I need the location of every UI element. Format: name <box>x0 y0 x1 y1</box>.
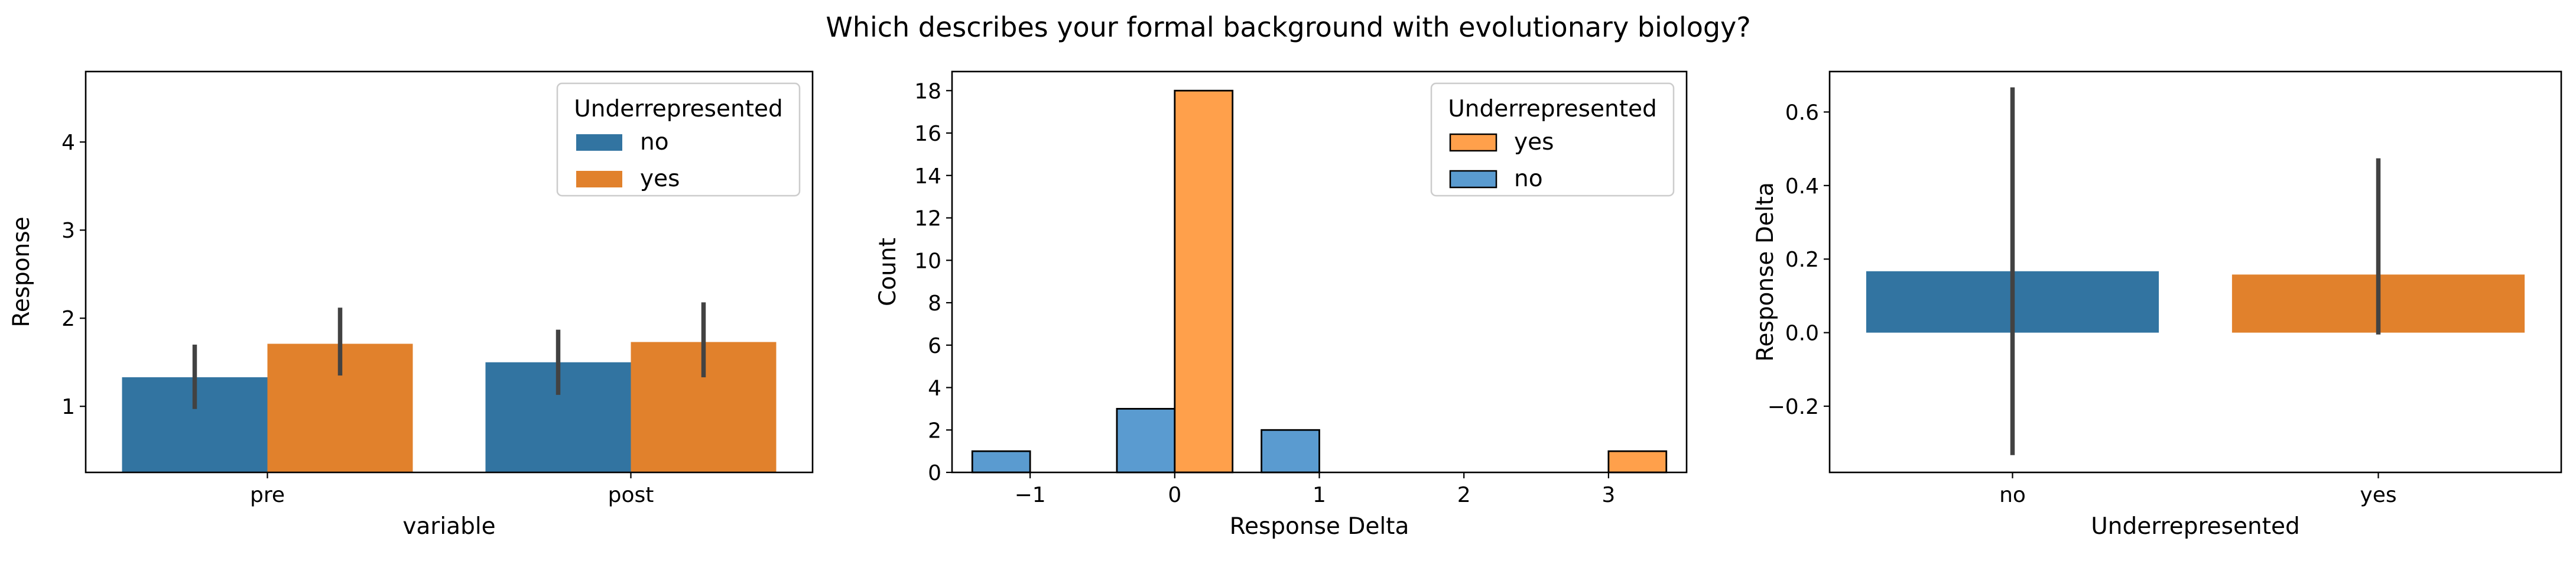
y-tick-label: 8 <box>928 291 941 316</box>
panel-0-frame <box>85 70 814 474</box>
y-tick-label: 2 <box>61 307 75 331</box>
x-tick-label: 1 <box>1313 483 1326 507</box>
x-tick-label: no <box>1999 483 2026 507</box>
y-tick-label: 16 <box>914 122 941 146</box>
y-axis-label: Response Delta <box>1752 182 1779 362</box>
bar-chart-pre-post: pre post 1 2 3 4 variable Response Underrepresen… <box>8 70 814 540</box>
y-tick-label: 0.0 <box>1785 322 1819 346</box>
figure-title: Which describes your formal background w… <box>826 11 1750 43</box>
legend-label-no: no <box>1514 166 1543 192</box>
hist-bar-no-0 <box>1116 407 1176 474</box>
y-tick-label: 14 <box>914 164 941 189</box>
hist-bar-no-1 <box>1261 429 1320 474</box>
y-tick-label: 18 <box>914 79 941 103</box>
y-axis-label: Response <box>8 216 35 327</box>
y-tick-label: 3 <box>61 219 75 243</box>
legend-swatch-yes <box>1449 133 1497 152</box>
y-tick-label: 4 <box>928 377 941 401</box>
legend-swatch-no <box>1449 170 1497 189</box>
y-tick-label: 0.2 <box>1785 248 1819 272</box>
y-tick-label: 0.4 <box>1785 174 1819 199</box>
legend-title: Underrepresented <box>574 96 783 122</box>
legend-label-no: no <box>640 129 669 155</box>
legend-swatch-no <box>576 134 622 151</box>
x-axis-label: Underrepresented <box>2091 513 2300 540</box>
x-tick-label: pre <box>250 483 285 507</box>
y-tick-label: 6 <box>928 334 941 358</box>
y-axis-label: Count <box>875 238 901 306</box>
legend-title: Underrepresented <box>1448 96 1657 122</box>
y-tick-label: −0.2 <box>1768 395 1819 419</box>
y-tick-label: 1 <box>61 395 75 419</box>
x-tick-label: post <box>608 483 654 507</box>
hist-bar-yes-0 <box>1174 89 1234 474</box>
y-tick-label: 12 <box>914 207 941 231</box>
x-tick-label: 0 <box>1168 483 1181 507</box>
hist-bar-yes-3 <box>1607 450 1668 474</box>
x-axis-label: variable <box>402 513 495 540</box>
x-tick-label: yes <box>2360 483 2396 507</box>
panel-1-frame <box>951 70 1688 474</box>
legend-label-yes: yes <box>1514 129 1554 155</box>
y-tick-label: 2 <box>928 419 941 443</box>
legend-box <box>1430 82 1675 197</box>
legend-box <box>556 82 801 197</box>
x-tick-label: 2 <box>1457 483 1471 507</box>
y-tick-label: 0.6 <box>1785 101 1819 125</box>
y-tick-label: 0 <box>928 461 941 485</box>
bar-chart-delta-by-group: no yes −0.2 0.0 0.2 0.4 0.6 Underrepresented Res… <box>1752 70 2562 540</box>
x-tick-label: 3 <box>1602 483 1615 507</box>
legend-label-yes: yes <box>640 166 680 192</box>
x-tick-label: −1 <box>1015 483 1046 507</box>
y-tick-label: 4 <box>61 131 75 155</box>
panel-2-frame <box>1828 70 2562 474</box>
hist-bar-no--1 <box>971 450 1031 474</box>
x-axis-label: Response Delta <box>1230 513 1409 540</box>
legend-swatch-yes <box>576 171 622 187</box>
y-tick-label: 10 <box>914 249 941 273</box>
